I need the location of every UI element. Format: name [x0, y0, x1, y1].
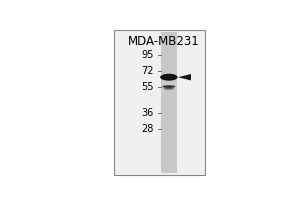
Ellipse shape	[160, 74, 178, 81]
Bar	[114, 30, 205, 175]
Polygon shape	[178, 74, 191, 80]
Text: 72: 72	[141, 66, 154, 76]
Text: 28: 28	[141, 124, 154, 134]
Text: 36: 36	[142, 108, 154, 118]
Text: MDA-MB231: MDA-MB231	[128, 35, 200, 48]
Ellipse shape	[163, 85, 175, 88]
Bar	[161, 32, 177, 173]
Text: 95: 95	[141, 50, 154, 60]
Ellipse shape	[164, 88, 174, 90]
Text: 55: 55	[141, 82, 154, 92]
